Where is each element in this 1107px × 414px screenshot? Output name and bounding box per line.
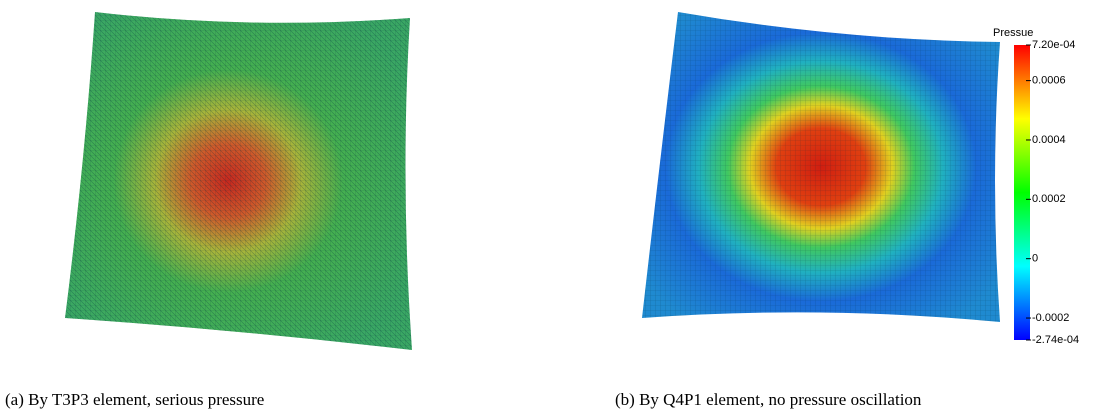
- caption: (a) By T3P3 element, serious pressure: [5, 390, 264, 409]
- tick-label: 0: [1032, 253, 1038, 265]
- tick-label: 0.0004: [1032, 134, 1066, 146]
- tick-label: 7.20e-04: [1032, 39, 1075, 51]
- tick-label: -0.0002: [1032, 312, 1069, 324]
- tick-label: 0.0002: [1032, 193, 1066, 205]
- colorbar-title: Pressue: [993, 27, 1033, 39]
- panel-b: (b) By Q4P1 element, no pressure oscilla…: [615, 12, 1000, 409]
- panel-a: (a) By T3P3 element, serious pressure: [5, 12, 412, 409]
- caption: (b) By Q4P1 element, no pressure oscilla…: [615, 390, 922, 409]
- tick-label: 0.0006: [1032, 75, 1066, 87]
- colorbar: Pressue 7.20e-04 0.0006 0.0004 0.0002 0 -0.00…: [993, 27, 1079, 346]
- colorbar-gradient: [1014, 45, 1030, 340]
- tick-label: -2.74e-04: [1032, 334, 1079, 346]
